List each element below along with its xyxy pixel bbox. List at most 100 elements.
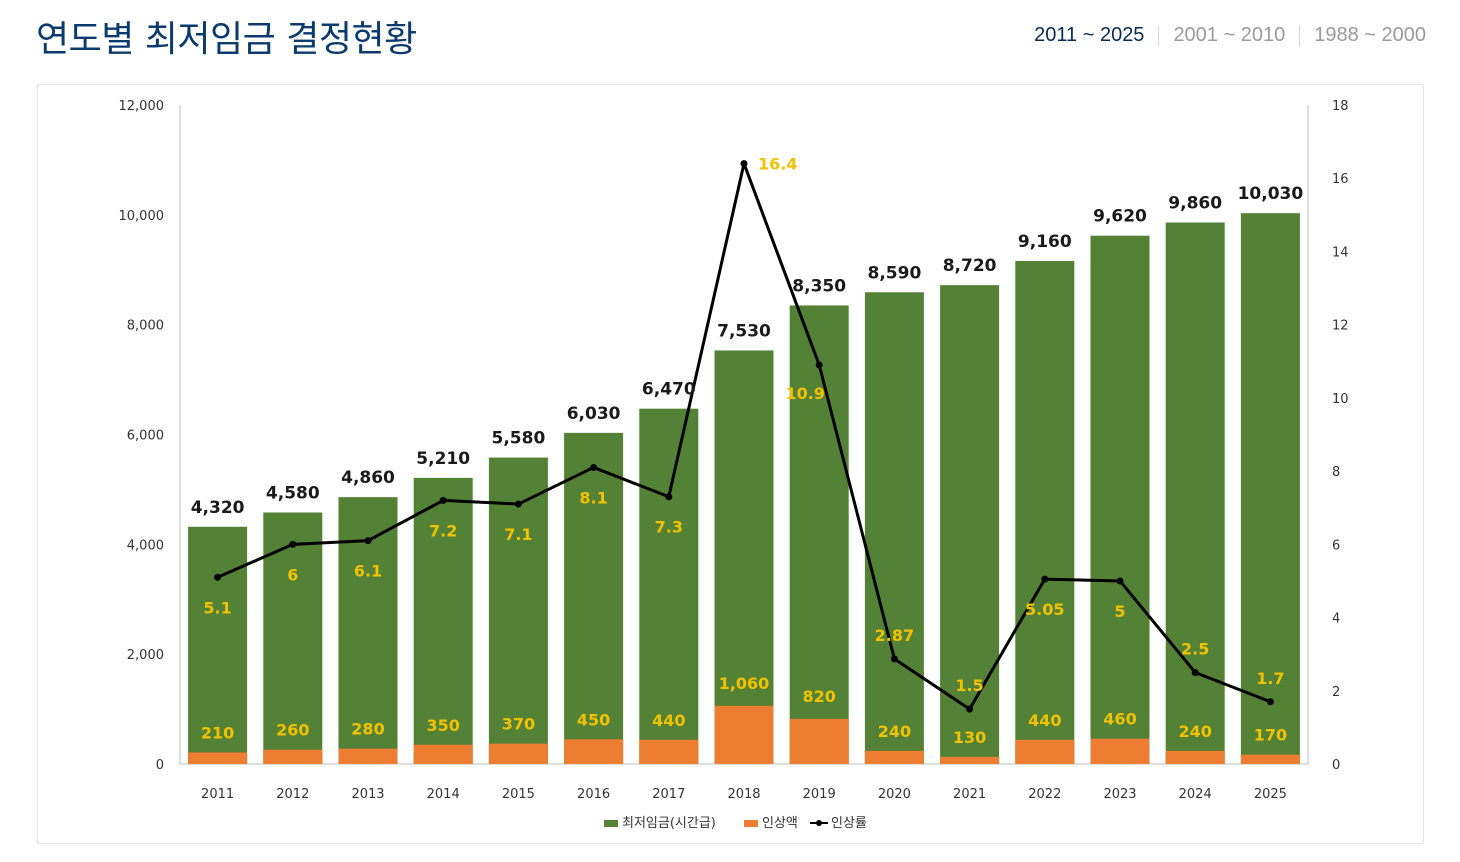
wage-bar: [789, 305, 849, 764]
increase-data-label: 260: [276, 721, 309, 740]
wage-bar: [639, 408, 699, 764]
wage-data-label: 7,530: [717, 321, 771, 341]
x-tick-label: 2011: [201, 787, 234, 802]
increase-data-label: 370: [502, 715, 535, 734]
increase-bar: [564, 739, 624, 764]
y-left-tick-label: 6,000: [127, 429, 164, 444]
wage-bar: [564, 432, 624, 764]
minimum-wage-chart: 0 2,000 4,000 6,000 8,000 10,000 12,000 0 2 4 6 8 10…: [119, 99, 1349, 831]
rate-point: [514, 500, 522, 508]
y-left-tick-label: 2,000: [127, 648, 164, 663]
y-left-tick-label: 0: [156, 758, 164, 773]
increase-bar: [263, 749, 323, 764]
increase-bar: [1090, 738, 1150, 764]
y-left-tick-label: 12,000: [119, 99, 165, 114]
increase-bar: [413, 744, 473, 764]
x-tick-label: 2025: [1254, 787, 1287, 802]
x-tick-label: 2014: [427, 787, 460, 802]
wage-bar: [1090, 235, 1150, 764]
rate-data-label: 10.9: [785, 384, 824, 403]
wage-data-label: 5,210: [416, 449, 470, 469]
increase-bar: [1015, 739, 1075, 764]
wage-data-label: 9,160: [1018, 232, 1072, 252]
x-tick-label: 2020: [878, 787, 911, 802]
rate-data-label: 16.4: [758, 155, 797, 174]
rate-data-label: 7.3: [655, 518, 683, 537]
wage-data-label: 4,580: [266, 483, 320, 503]
wage-data-label: 8,350: [792, 276, 846, 296]
wage-data-label: 8,590: [868, 263, 922, 283]
wage-bar: [714, 350, 774, 764]
x-tick-label: 2019: [803, 787, 836, 802]
y-right-tick-label: 2: [1332, 685, 1340, 700]
y-left-tick-label: 4,000: [127, 538, 164, 553]
increase-data-label: 450: [577, 710, 610, 729]
y-left-tick-label: 10,000: [119, 209, 165, 224]
increase-data-label: 820: [802, 687, 835, 706]
increase-bar: [488, 743, 548, 764]
page-title: 연도별 최저임금 결정현황: [36, 19, 417, 60]
increase-data-label: 240: [1178, 722, 1211, 741]
x-tick-label: 2021: [953, 787, 986, 802]
wage-bar: [413, 477, 473, 764]
x-tick-label: 2018: [727, 787, 760, 802]
increase-data-label: 130: [953, 728, 986, 747]
increase-data-label: 440: [652, 711, 685, 730]
tab-2011-2025[interactable]: 2011 ~ 2025: [1034, 24, 1145, 46]
wage-bar: [940, 285, 1000, 764]
rate-point: [590, 463, 598, 471]
rate-data-label: 6: [287, 565, 298, 584]
y-right-tick-label: 12: [1332, 319, 1349, 334]
x-tick-label: 2024: [1179, 787, 1212, 802]
x-tick-label: 2016: [577, 787, 610, 802]
x-tick-label: 2017: [652, 787, 685, 802]
rate-point: [740, 160, 748, 168]
increase-data-label: 350: [426, 716, 459, 735]
wage-data-label: 4,860: [341, 468, 395, 488]
legend-swatch-increase: [744, 820, 758, 827]
increase-bar: [1240, 754, 1300, 764]
increase-bar: [639, 739, 699, 764]
increase-bar: [714, 705, 774, 764]
rate-data-label: 5.1: [203, 598, 231, 617]
rate-point: [890, 655, 898, 663]
x-tick-label: 2012: [276, 787, 309, 802]
rate-data-label: 6.1: [354, 562, 382, 581]
wage-bar: [1015, 260, 1075, 764]
tab-1988-2000[interactable]: 1988 ~ 2000: [1314, 24, 1426, 46]
increase-data-label: 280: [351, 720, 384, 739]
tab-divider: [1158, 25, 1160, 46]
wage-data-label: 10,030: [1238, 184, 1304, 204]
chart-container: 0 2,000 4,000 6,000 8,000 10,000 12,000 0 2 4 6 8 10…: [37, 84, 1424, 844]
increase-bar: [338, 748, 398, 764]
x-tick-label: 2023: [1103, 787, 1136, 802]
increase-data-label: 210: [201, 723, 234, 742]
wage-bar: [1240, 213, 1300, 764]
rate-data-label: 5: [1114, 602, 1125, 621]
y-right-tick-label: 0: [1332, 758, 1340, 773]
tab-2001-2010[interactable]: 2001 ~ 2010: [1173, 24, 1286, 46]
increase-bar: [1165, 750, 1225, 764]
rate-data-label: 1.7: [1256, 669, 1284, 688]
rate-point: [289, 540, 297, 548]
wage-data-label: 4,320: [191, 498, 245, 518]
tab-divider: [1299, 25, 1301, 46]
wage-bar: [188, 526, 248, 764]
y-right-tick-label: 14: [1332, 245, 1349, 260]
x-tick-label: 2013: [351, 787, 384, 802]
rate-data-label: 7.1: [504, 525, 532, 544]
increase-data-label: 1,060: [719, 674, 770, 693]
rate-data-label: 5.05: [1025, 600, 1064, 619]
wage-data-label: 5,580: [492, 429, 546, 449]
legend-swatch-rate-point: [816, 820, 822, 826]
rate-point: [966, 705, 974, 713]
wage-data-label: 8,720: [943, 256, 997, 276]
legend-label-rate: 인상률: [831, 816, 867, 831]
rate-point: [815, 361, 823, 369]
increase-data-label: 240: [878, 722, 911, 741]
wage-bar: [864, 292, 924, 764]
rate-point: [439, 496, 447, 504]
y-left-tick-label: 8,000: [127, 319, 164, 334]
wage-data-label: 6,030: [567, 404, 621, 424]
y-right-tick-label: 18: [1332, 99, 1349, 114]
